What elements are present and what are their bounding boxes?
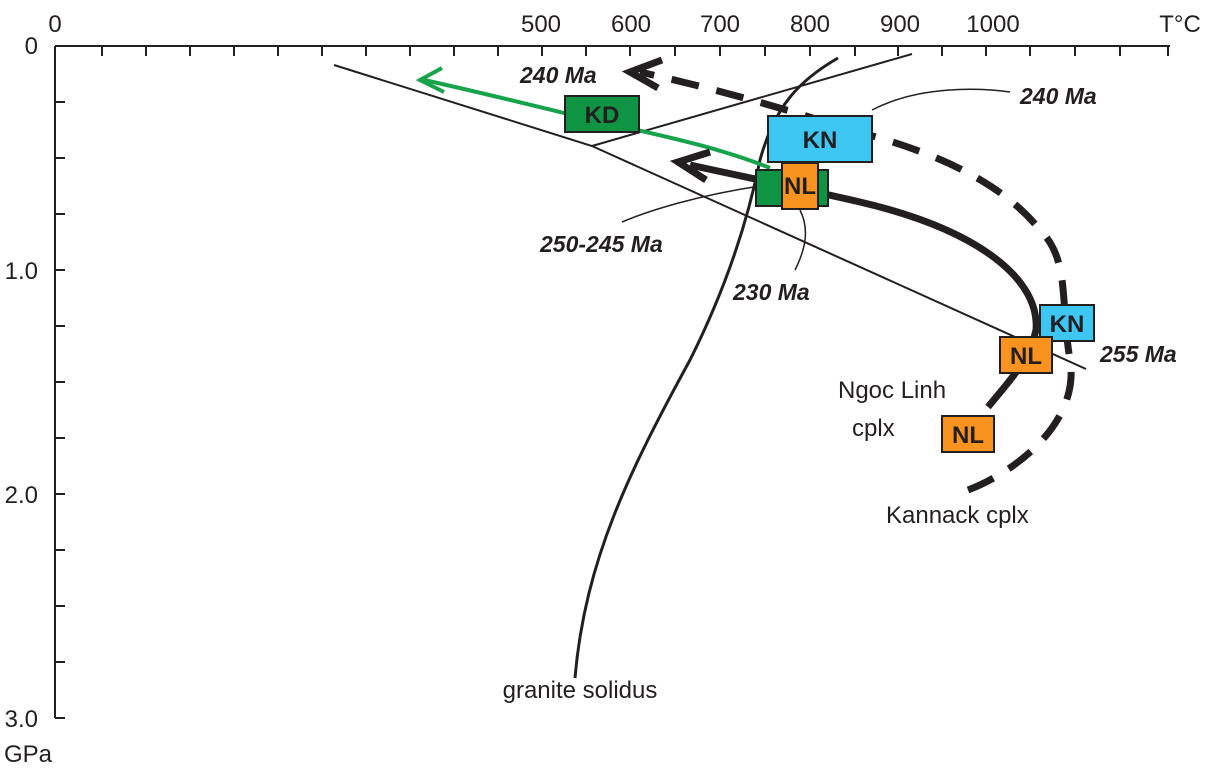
kd-box-label: KD	[585, 102, 620, 129]
x-tick-label: 700	[700, 11, 740, 38]
x-tick-label: 0	[48, 11, 61, 38]
box-kn-lower: KN	[1039, 304, 1095, 342]
box-nl-lower: NL	[941, 415, 995, 453]
y-axis-unit: GPa	[4, 741, 53, 768]
age-250-245: 250-245 Ma	[539, 231, 663, 257]
ngoc-linh-label: Ngoc Linh	[838, 377, 946, 404]
kn-upper-label: KN	[803, 127, 838, 154]
kd-box-rect	[564, 95, 640, 133]
y-axis: 0 1.0 2.0 3.0 GPa	[4, 33, 65, 768]
box-kn-upper: KN	[767, 115, 873, 163]
kn-lower-label: KN	[1050, 311, 1085, 338]
y-tick-label: 1.0	[5, 258, 38, 285]
x-tick-label: 900	[880, 11, 920, 38]
x-axis-ticks	[54, 46, 1169, 56]
box-nl-middle: NL	[999, 336, 1053, 374]
y-tick-label: 0	[25, 33, 38, 60]
x-axis: 0 500 600 700 800 900 1000 T°C	[48, 11, 1201, 56]
age-230: 230 Ma	[732, 279, 810, 305]
ngoc-linh-label-line2: cplx	[852, 415, 895, 442]
leader-240-right	[871, 88, 1011, 111]
reaction-lines	[333, 53, 1087, 370]
x-tick-label: 800	[790, 11, 830, 38]
granite-solidus-label: granite solidus	[503, 677, 658, 704]
leader-230	[794, 209, 807, 271]
kannack-pt-path	[621, 56, 1075, 494]
age-240-top: 240 Ma	[519, 62, 597, 88]
y-tick-label: 3.0	[5, 706, 38, 733]
age-240-right: 240 Ma	[1019, 83, 1097, 109]
kannack-label: Kannack cplx	[886, 502, 1029, 529]
nl-lower-label: NL	[952, 422, 984, 449]
x-tick-label: 600	[611, 11, 651, 38]
x-tick-label: 500	[521, 11, 561, 38]
nl-middle-label: NL	[1010, 343, 1042, 370]
reaction-line-lower	[333, 64, 1087, 370]
box-kd: KD	[564, 95, 640, 133]
age-255: 255 Ma	[1099, 341, 1177, 367]
leader-lines	[621, 88, 1011, 271]
x-axis-unit: T°C	[1159, 11, 1201, 38]
nl-upper-label: NL	[784, 173, 816, 200]
leader-250-245	[621, 185, 761, 223]
y-axis-ticks	[55, 101, 65, 719]
y-tick-label: 2.0	[5, 482, 38, 509]
box-nl-upper: NL	[781, 162, 819, 210]
x-tick-label: 1000	[966, 11, 1019, 38]
